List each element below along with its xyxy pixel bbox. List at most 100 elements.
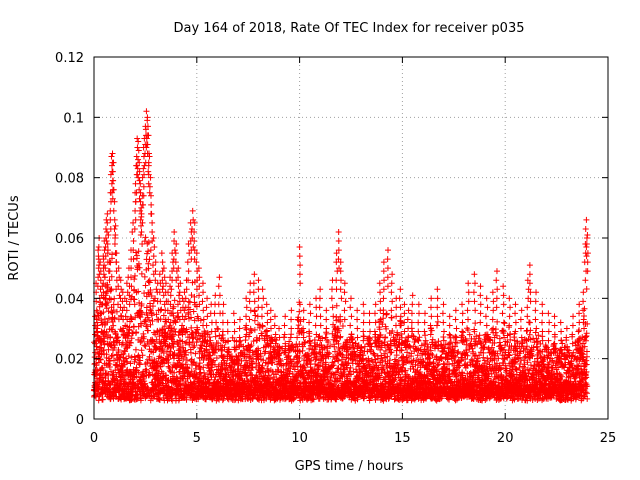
data-point <box>136 354 143 361</box>
data-point <box>160 350 167 357</box>
data-point <box>105 315 112 322</box>
data-point <box>131 276 138 283</box>
data-point <box>104 319 111 326</box>
data-point <box>137 307 144 314</box>
data-point <box>145 278 152 285</box>
data-point <box>108 353 115 360</box>
data-point <box>170 338 177 345</box>
data-point <box>146 353 153 360</box>
data-point <box>146 317 153 324</box>
data-point <box>148 292 155 299</box>
data-point <box>147 321 154 328</box>
data-point <box>108 296 115 303</box>
data-point <box>133 329 140 336</box>
data-point <box>172 319 179 326</box>
data-point <box>128 354 135 361</box>
data-point <box>95 397 102 404</box>
data-point <box>170 312 177 319</box>
data-point <box>160 312 167 319</box>
data-point <box>156 396 163 403</box>
data-point <box>143 304 150 311</box>
data-point <box>159 326 166 333</box>
data-point <box>93 375 100 382</box>
data-point <box>142 318 149 325</box>
data-point <box>97 356 104 363</box>
data-point <box>105 308 112 315</box>
data-point <box>111 344 118 351</box>
data-point <box>145 248 152 255</box>
data-point <box>138 347 145 354</box>
data-point <box>113 308 120 315</box>
data-point <box>138 300 145 307</box>
data-point <box>142 234 149 241</box>
data-point <box>159 346 166 353</box>
data-point <box>110 338 117 345</box>
data-point <box>145 356 152 363</box>
data-point <box>170 303 177 310</box>
data-point <box>142 282 149 289</box>
data-point <box>119 339 126 346</box>
data-point <box>99 374 106 381</box>
data-point <box>117 312 124 319</box>
data-point <box>171 326 178 333</box>
data-point <box>135 288 142 295</box>
data-point <box>144 240 151 247</box>
data-point <box>100 338 107 345</box>
data-point <box>97 371 104 378</box>
data-point <box>165 363 172 370</box>
data-point <box>141 342 148 349</box>
data-point <box>147 289 154 296</box>
data-point <box>162 338 169 345</box>
data-point <box>166 367 173 374</box>
data-point <box>157 363 164 370</box>
data-point <box>142 343 149 350</box>
data-point <box>153 311 160 318</box>
data-point <box>123 345 130 352</box>
data-point <box>145 265 152 272</box>
data-point <box>107 287 114 294</box>
data-point <box>111 314 118 321</box>
data-point <box>153 344 160 351</box>
data-point <box>172 328 179 335</box>
data-point <box>167 368 174 375</box>
data-point <box>133 373 140 380</box>
data-point <box>141 290 148 297</box>
data-point <box>131 272 138 279</box>
data-point <box>109 251 116 258</box>
data-point <box>151 340 158 347</box>
data-point <box>154 369 161 376</box>
data-point <box>110 307 117 314</box>
data-point <box>140 333 147 340</box>
data-point <box>110 357 117 364</box>
data-point <box>100 367 107 374</box>
data-point <box>174 309 181 316</box>
data-point <box>133 255 140 262</box>
data-point <box>128 339 135 346</box>
data-point <box>137 339 144 346</box>
data-point <box>167 392 174 399</box>
data-point <box>126 324 133 331</box>
data-point <box>105 377 112 384</box>
data-point <box>146 256 153 263</box>
data-point <box>161 360 168 367</box>
data-point <box>145 239 152 246</box>
data-point <box>132 346 139 353</box>
data-point <box>158 306 165 313</box>
data-point <box>171 369 178 376</box>
data-point <box>125 353 132 360</box>
data-point <box>146 279 153 286</box>
data-point <box>122 348 129 355</box>
data-point <box>114 334 121 341</box>
data-point <box>136 264 143 271</box>
data-point <box>103 328 110 335</box>
data-point <box>149 303 156 310</box>
data-point <box>149 317 156 324</box>
data-point <box>99 396 106 403</box>
data-point <box>148 312 155 319</box>
data-point <box>125 333 132 340</box>
data-point <box>171 297 178 304</box>
data-point <box>110 322 117 329</box>
data-point <box>135 248 142 255</box>
data-point <box>127 360 134 367</box>
